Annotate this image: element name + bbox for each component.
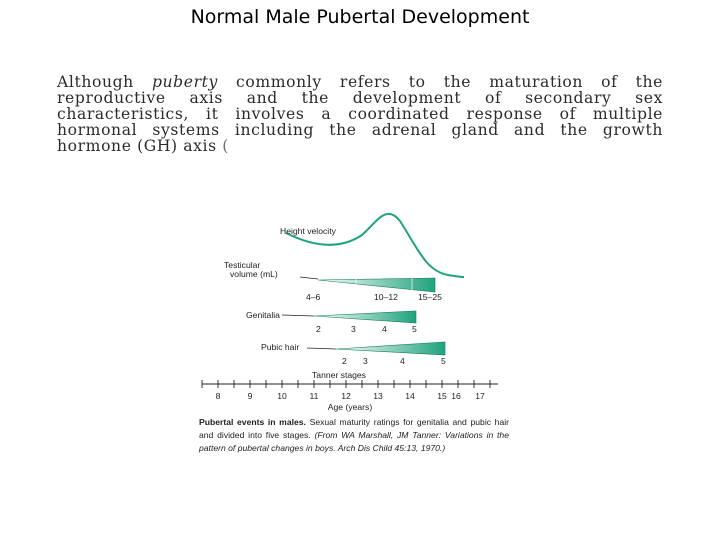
- textbook-excerpt: Although puberty commonly refers to the …: [57, 74, 663, 154]
- pubertal-events-diagram: Height velocity Testicular volume (mL) 4…: [201, 212, 498, 412]
- age-tick-17: 17: [475, 391, 485, 401]
- testicular-volume-wedge: [317, 277, 436, 293]
- excerpt-text-start: Although: [57, 73, 152, 91]
- genitalia-label: Genitalia: [246, 310, 280, 320]
- age-tick-12: 12: [341, 391, 351, 401]
- pubic-hair-leader-line: [306, 347, 337, 350]
- pubic-hair-stage-2: 2: [342, 356, 347, 366]
- tanner-stages-label: Tanner stages: [312, 370, 366, 380]
- testicular-tick-3: 15–25: [418, 292, 442, 302]
- caption-text: Sexual maturity ratings for genitalia an…: [199, 417, 509, 441]
- pubic-hair-stage-5: 5: [441, 356, 446, 366]
- age-tick-8: 8: [216, 391, 221, 401]
- genitalia-leader-line: [281, 314, 315, 317]
- height-velocity-label: Height velocity: [280, 226, 337, 236]
- pubic-hair-wedge: [335, 341, 446, 356]
- age-tick-11: 11: [310, 391, 319, 401]
- testicular-leader-line: [299, 276, 319, 280]
- age-tick-14: 14: [405, 391, 415, 401]
- age-tick-16: 16: [451, 391, 461, 401]
- genitalia-stage-3: 3: [351, 324, 356, 334]
- testicular-tick-1: 4–6: [306, 292, 321, 302]
- height-velocity-curve: [285, 212, 465, 278]
- age-axis-ticks: [201, 380, 491, 388]
- genitalia-stage-5: 5: [412, 324, 417, 334]
- testicular-label-line1: Testicular: [224, 260, 260, 270]
- age-tick-15: 15: [437, 391, 447, 401]
- figure-caption: Pubertal events in males. Sexual maturit…: [199, 416, 509, 456]
- caption-bold-title: Pubertal events in males.: [199, 417, 306, 427]
- pubic-hair-stage-4: 4: [400, 356, 405, 366]
- slide-title: Normal Male Pubertal Development: [190, 6, 530, 28]
- excerpt-text-rest: commonly refers to the maturation of the…: [57, 73, 663, 155]
- testicular-tick-2: 10–12: [374, 292, 398, 302]
- caption-source-citation: (From WA Marshall, JM Tanner: Variations…: [199, 430, 509, 454]
- pubertal-events-figure: Height velocity Testicular volume (mL) 4…: [190, 205, 520, 490]
- age-tick-13: 13: [373, 391, 383, 401]
- excerpt-cut-off-tail: (: [216, 137, 229, 155]
- pubic-hair-label: Pubic hair: [261, 342, 299, 352]
- genitalia-stage-4: 4: [382, 324, 387, 334]
- age-tick-9: 9: [248, 391, 253, 401]
- pubic-hair-stage-3: 3: [363, 356, 368, 366]
- testicular-label-line2: volume (mL): [230, 269, 278, 279]
- age-tick-10: 10: [277, 391, 287, 401]
- genitalia-stage-2: 2: [316, 324, 321, 334]
- age-axis-label: Age (years): [328, 402, 373, 412]
- excerpt-term-puberty: puberty: [151, 73, 218, 91]
- genitalia-wedge: [313, 310, 417, 324]
